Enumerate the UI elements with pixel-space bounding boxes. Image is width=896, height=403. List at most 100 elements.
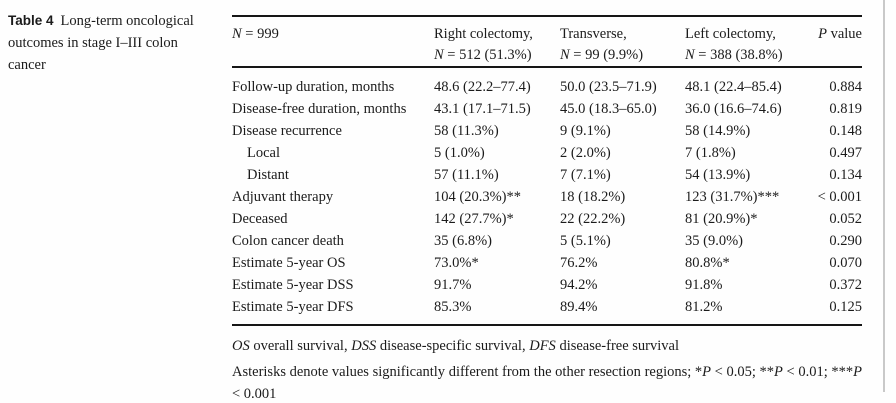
p-rest: value [826, 26, 862, 42]
p-italic: P [818, 26, 827, 42]
row-label: Estimate 5-year DFS [232, 299, 354, 315]
n-italic: N [434, 47, 444, 63]
n-total-italic: N [232, 26, 242, 42]
italic-text: P [702, 364, 712, 380]
cell-p-value: 0.819 [829, 101, 862, 117]
cell-left-colectomy: 54 (13.9%) [685, 167, 751, 183]
n-italic: N [560, 47, 570, 63]
table-row: Local 5 (1.0%) 2 (2.0%) 7 (1.8%) 0.497 [232, 142, 862, 164]
text: overall survival, [249, 338, 352, 354]
column-title: Right colectomy, [434, 26, 533, 42]
cell-p-value: 0.070 [829, 255, 862, 271]
column-header-right-colectomy: Right colectomy, N = 512 (51.3%) [434, 24, 560, 66]
table-bottom-rule [232, 324, 862, 326]
cell-transverse: 7 (7.1%) [560, 167, 611, 183]
cell-right-colectomy: 73.0%* [434, 255, 479, 271]
table-header-rule [232, 66, 862, 68]
row-label: Colon cancer death [232, 233, 344, 249]
table-row: Follow-up duration, months 48.6 (22.2–77… [232, 76, 862, 98]
cell-left-colectomy: 81 (20.9%)* [685, 211, 758, 227]
cell-transverse: 76.2% [560, 255, 598, 271]
cell-transverse: 22 (22.2%) [560, 211, 626, 227]
row-label: Local [247, 145, 281, 161]
cell-p-value: 0.125 [829, 299, 862, 315]
cell-left-colectomy: 81.2% [685, 299, 723, 315]
cell-left-colectomy: 35 (9.0%) [685, 233, 743, 249]
table-row: Estimate 5-year DFS 85.3% 89.4% 81.2% 0.… [232, 296, 862, 318]
italic-text: P [774, 364, 783, 380]
row-label: Adjuvant therapy [232, 189, 334, 205]
right-edge-border [883, 0, 885, 392]
cell-transverse: 45.0 (18.3–65.0) [560, 101, 657, 117]
table-row: Disease recurrence 58 (11.3%) 9 (9.1%) 5… [232, 120, 862, 142]
cell-transverse: 94.2% [560, 277, 598, 293]
n-rest: = 512 (51.3%) [443, 47, 532, 63]
cell-left-colectomy: 7 (1.8%) [685, 145, 736, 161]
header-n-total: N = 999 [232, 24, 434, 66]
cell-transverse: 5 (5.1%) [560, 233, 611, 249]
cell-p-value: 0.134 [829, 167, 862, 183]
cell-right-colectomy: 142 (27.7%)* [434, 211, 514, 227]
text: disease-specific survival, [376, 338, 530, 354]
text: disease-free survival [555, 338, 680, 354]
cell-p-value: < 0.001 [817, 189, 862, 205]
cell-transverse: 50.0 (23.5–71.9) [560, 79, 657, 95]
table-caption-text: Long-term oncological outcomes in stage … [8, 13, 194, 73]
cell-p-value: 0.372 [829, 277, 862, 293]
cell-p-value: 0.497 [829, 145, 862, 161]
italic-text: DFS [529, 338, 556, 354]
row-label: Estimate 5-year OS [232, 255, 346, 271]
italic-text: DSS [351, 338, 377, 354]
oncological-outcomes-table: N = 999 Right colectomy, N = 512 (51.3%)… [232, 15, 862, 403]
cell-left-colectomy: 58 (14.9%) [685, 123, 751, 139]
row-label: Distant [247, 167, 289, 183]
cell-left-colectomy: 36.0 (16.6–74.6) [685, 101, 782, 117]
cell-p-value: 0.148 [829, 123, 862, 139]
cell-p-value: 0.290 [829, 233, 862, 249]
cell-transverse: 9 (9.1%) [560, 123, 611, 139]
column-title: Left colectomy, [685, 26, 776, 42]
footnote-significance: Asterisks denote values significantly di… [232, 361, 862, 403]
column-header-transverse: Transverse, N = 99 (9.9%) [560, 24, 685, 66]
cell-right-colectomy: 48.6 (22.2–77.4) [434, 79, 531, 95]
column-n: N = 99 (9.9%) [560, 45, 685, 66]
column-header-left-colectomy: Left colectomy, N = 388 (38.8%) [685, 24, 800, 66]
table-row: Deceased 142 (27.7%)* 22 (22.2%) 81 (20.… [232, 208, 862, 230]
n-rest: = 388 (38.8%) [694, 47, 783, 63]
cell-left-colectomy: 80.8%* [685, 255, 730, 271]
table-row: Estimate 5-year OS 73.0%* 76.2% 80.8%* 0… [232, 252, 862, 274]
column-n: N = 388 (38.8%) [685, 45, 800, 66]
column-title: Transverse, [560, 26, 627, 42]
n-total-rest: = 999 [241, 26, 279, 42]
row-label: Disease-free duration, months [232, 101, 407, 117]
cell-right-colectomy: 58 (11.3%) [434, 123, 499, 139]
n-italic: N [685, 47, 695, 63]
row-label: Estimate 5-year DSS [232, 277, 354, 293]
cell-right-colectomy: 35 (6.8%) [434, 233, 492, 249]
cell-transverse: 18 (18.2%) [560, 189, 626, 205]
text: Asterisks denote values significantly di… [232, 364, 703, 380]
cell-right-colectomy: 43.1 (17.1–71.5) [434, 101, 531, 117]
table-row: Adjuvant therapy 104 (20.3%)** 18 (18.2%… [232, 186, 862, 208]
cell-right-colectomy: 5 (1.0%) [434, 145, 485, 161]
cell-right-colectomy: 104 (20.3%)** [434, 189, 521, 205]
table-row: Distant 57 (11.1%) 7 (7.1%) 54 (13.9%) 0… [232, 164, 862, 186]
cell-transverse: 89.4% [560, 299, 598, 315]
cell-left-colectomy: 91.8% [685, 277, 723, 293]
row-label: Deceased [232, 211, 288, 227]
cell-p-value: 0.052 [829, 211, 862, 227]
cell-right-colectomy: 91.7% [434, 277, 472, 293]
table-caption-label: Table 4 [8, 13, 54, 28]
table-row: Estimate 5-year DSS 91.7% 94.2% 91.8% 0.… [232, 274, 862, 296]
text: < 0.01; *** [782, 364, 854, 380]
column-n: N = 512 (51.3%) [434, 45, 560, 66]
cell-p-value: 0.884 [829, 79, 862, 95]
table-caption: Table 4 Long-term oncological outcomes in… [8, 10, 214, 76]
footnote-abbreviations: OS overall survival, DSS disease-specifi… [232, 336, 862, 357]
text: < 0.05; ** [711, 364, 775, 380]
column-header-p-value: P value [800, 24, 862, 66]
italic-text: P [853, 364, 862, 380]
row-label: Follow-up duration, months [232, 79, 395, 95]
cell-transverse: 2 (2.0%) [560, 145, 611, 161]
